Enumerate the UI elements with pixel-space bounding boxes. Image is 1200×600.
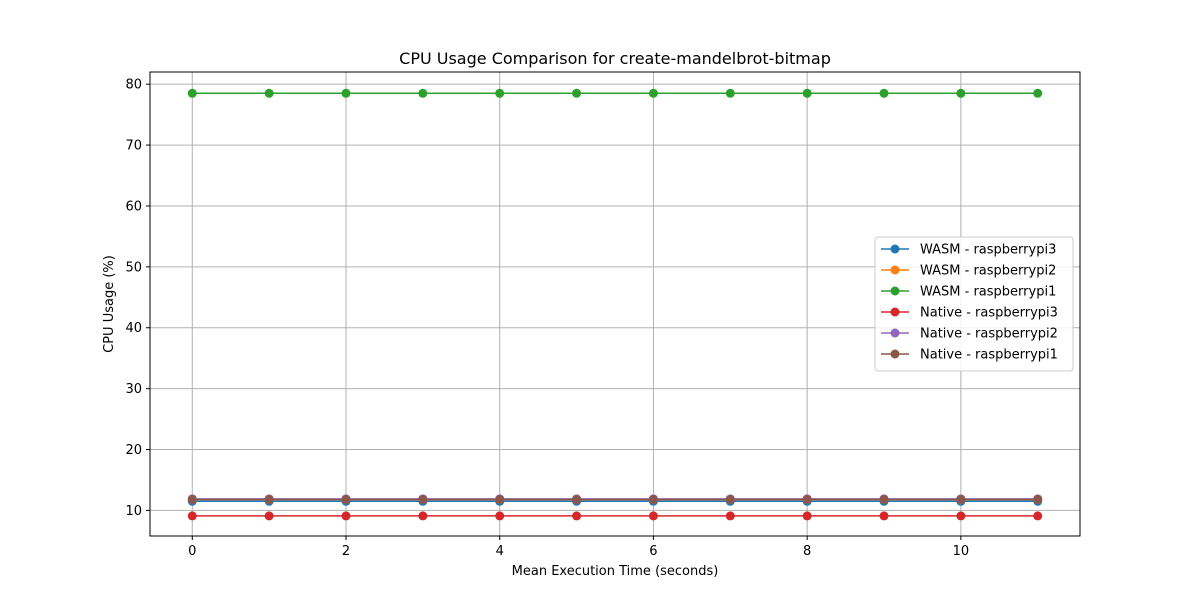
legend-item: Native - raspberrypi3 bbox=[881, 306, 1058, 321]
legend-marker bbox=[890, 286, 900, 296]
chart-title: CPU Usage Comparison for create-mandelbr… bbox=[399, 49, 831, 68]
legend-marker bbox=[890, 265, 900, 275]
legend-label: WASM - raspberrypi1 bbox=[920, 285, 1056, 300]
data-point bbox=[725, 88, 735, 98]
series-layer bbox=[187, 88, 1043, 521]
y-tick-label: 70 bbox=[125, 139, 142, 154]
legend-label: Native - raspberrypi1 bbox=[920, 348, 1058, 363]
x-tick-label: 8 bbox=[803, 544, 811, 559]
data-point bbox=[802, 88, 812, 98]
data-point bbox=[572, 511, 582, 521]
series-3 bbox=[187, 511, 1043, 521]
y-axis-label: CPU Usage (%) bbox=[102, 255, 117, 353]
data-point bbox=[1033, 494, 1043, 504]
data-point bbox=[418, 494, 428, 504]
data-point bbox=[879, 494, 889, 504]
y-tick-label: 30 bbox=[125, 382, 142, 397]
data-point bbox=[572, 494, 582, 504]
legend-item: Native - raspberrypi1 bbox=[881, 348, 1058, 363]
plot-frame bbox=[149, 71, 1081, 537]
legend-label: WASM - raspberrypi2 bbox=[920, 264, 1056, 279]
data-point bbox=[879, 88, 889, 98]
data-point bbox=[418, 88, 428, 98]
data-point bbox=[495, 88, 505, 98]
data-point bbox=[341, 494, 351, 504]
data-point bbox=[187, 511, 197, 521]
data-point bbox=[956, 88, 966, 98]
data-point bbox=[187, 494, 197, 504]
legend-label: WASM - raspberrypi3 bbox=[920, 243, 1056, 258]
data-point bbox=[264, 494, 274, 504]
data-point bbox=[725, 494, 735, 504]
legend-marker bbox=[890, 328, 900, 338]
x-tick-label: 10 bbox=[953, 544, 970, 559]
y-tick-label: 40 bbox=[125, 321, 142, 336]
data-point bbox=[187, 88, 197, 98]
y-tick-label: 50 bbox=[125, 260, 142, 275]
data-point bbox=[648, 88, 658, 98]
data-point bbox=[264, 511, 274, 521]
x-tick-label: 0 bbox=[188, 544, 196, 559]
data-point bbox=[879, 511, 889, 521]
data-point bbox=[648, 494, 658, 504]
data-point bbox=[956, 494, 966, 504]
data-point bbox=[572, 88, 582, 98]
data-point bbox=[956, 511, 966, 521]
x-tick-label: 2 bbox=[342, 544, 350, 559]
data-point bbox=[341, 511, 351, 521]
legend-label: Native - raspberrypi2 bbox=[920, 327, 1058, 342]
data-point bbox=[725, 511, 735, 521]
legend-box bbox=[874, 236, 1074, 372]
data-point bbox=[1033, 88, 1043, 98]
x-axis-label: Mean Execution Time (seconds) bbox=[512, 564, 719, 579]
legend-item: WASM - raspberrypi3 bbox=[881, 243, 1056, 258]
x-tick-label: 6 bbox=[649, 544, 657, 559]
axis-ticks: 0 2 4 6 8 10 10 20 30 40 50 60 70 80 bbox=[125, 78, 969, 559]
series-5 bbox=[187, 494, 1043, 504]
y-tick-label: 10 bbox=[125, 504, 142, 519]
x-tick-label: 4 bbox=[496, 544, 504, 559]
y-tick-label: 80 bbox=[125, 78, 142, 93]
data-point bbox=[648, 511, 658, 521]
legend-marker bbox=[890, 349, 900, 359]
legend-label: Native - raspberrypi3 bbox=[920, 306, 1058, 321]
series-2 bbox=[187, 88, 1043, 98]
legend: WASM - raspberrypi3 WASM - raspberrypi2 WA… bbox=[874, 236, 1074, 372]
legend-item: Native - raspberrypi2 bbox=[881, 327, 1058, 342]
legend-marker bbox=[890, 244, 900, 254]
y-tick-label: 60 bbox=[125, 199, 142, 214]
data-point bbox=[802, 494, 812, 504]
data-point bbox=[418, 511, 428, 521]
data-point bbox=[495, 511, 505, 521]
data-point bbox=[1033, 511, 1043, 521]
data-point bbox=[264, 88, 274, 98]
y-tick-label: 20 bbox=[125, 443, 142, 458]
legend-marker bbox=[890, 307, 900, 317]
data-point bbox=[495, 494, 505, 504]
data-point bbox=[802, 511, 812, 521]
data-point bbox=[341, 88, 351, 98]
legend-item: WASM - raspberrypi2 bbox=[881, 264, 1056, 279]
legend-item: WASM - raspberrypi1 bbox=[881, 285, 1056, 300]
